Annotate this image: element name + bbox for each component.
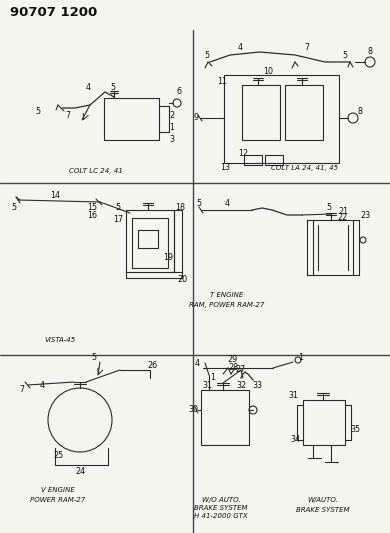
Bar bbox=[132, 218, 168, 268]
Text: 13: 13 bbox=[220, 164, 230, 173]
Text: 16: 16 bbox=[87, 212, 97, 221]
Text: 5: 5 bbox=[11, 203, 16, 212]
Text: 1: 1 bbox=[298, 353, 303, 362]
Bar bbox=[104, 98, 159, 140]
Text: 12: 12 bbox=[238, 149, 248, 157]
Text: 5: 5 bbox=[342, 52, 347, 61]
Text: 5: 5 bbox=[91, 353, 97, 362]
Text: 6: 6 bbox=[177, 87, 181, 96]
Bar bbox=[285, 85, 323, 140]
Text: 31: 31 bbox=[202, 381, 212, 390]
Text: 17: 17 bbox=[113, 215, 123, 224]
Bar bbox=[244, 155, 262, 165]
Text: 19: 19 bbox=[163, 254, 173, 262]
Text: 22: 22 bbox=[338, 214, 348, 222]
Text: 35: 35 bbox=[350, 425, 360, 434]
Text: 4: 4 bbox=[195, 359, 200, 367]
Text: 7: 7 bbox=[66, 110, 71, 119]
Text: 14: 14 bbox=[50, 190, 60, 199]
Text: POWER RAM-27: POWER RAM-27 bbox=[30, 497, 86, 503]
Text: 33: 33 bbox=[252, 381, 262, 390]
Text: 29: 29 bbox=[228, 356, 238, 365]
Text: 3: 3 bbox=[170, 135, 174, 144]
Text: 4: 4 bbox=[238, 44, 243, 52]
Text: 4: 4 bbox=[225, 199, 229, 208]
Text: 9: 9 bbox=[193, 114, 199, 123]
Text: 5: 5 bbox=[204, 52, 209, 61]
Text: 7: 7 bbox=[305, 44, 310, 52]
Text: 34: 34 bbox=[290, 435, 300, 445]
Text: 1: 1 bbox=[211, 374, 216, 383]
Bar bbox=[303, 400, 345, 445]
Text: RAM, POWER RAM-27: RAM, POWER RAM-27 bbox=[189, 302, 265, 308]
Text: 8: 8 bbox=[358, 108, 362, 117]
Text: 11: 11 bbox=[217, 77, 227, 86]
Text: 5: 5 bbox=[110, 84, 115, 93]
Text: 23: 23 bbox=[360, 212, 370, 221]
Text: 15: 15 bbox=[87, 204, 97, 213]
Text: 1: 1 bbox=[170, 124, 174, 133]
Bar bbox=[126, 210, 174, 272]
Text: H 41-2000 GTX: H 41-2000 GTX bbox=[194, 513, 248, 519]
Text: 31: 31 bbox=[288, 391, 298, 400]
Bar bbox=[201, 390, 249, 445]
Text: VISTA-45: VISTA-45 bbox=[44, 337, 76, 343]
Text: 90707 1200: 90707 1200 bbox=[10, 6, 97, 20]
Text: BRAKE SYSTEM: BRAKE SYSTEM bbox=[296, 507, 350, 513]
Text: 20: 20 bbox=[177, 276, 187, 285]
Text: 24: 24 bbox=[75, 467, 85, 477]
Text: 5: 5 bbox=[197, 199, 202, 208]
Text: 4: 4 bbox=[39, 381, 44, 390]
Bar bbox=[242, 85, 280, 140]
Bar bbox=[313, 220, 353, 275]
Text: 5: 5 bbox=[115, 203, 121, 212]
Text: 32: 32 bbox=[236, 381, 246, 390]
Text: 2: 2 bbox=[169, 111, 175, 120]
Text: 28: 28 bbox=[228, 364, 238, 373]
Bar bbox=[265, 155, 283, 165]
Text: 5: 5 bbox=[326, 204, 332, 213]
Bar bbox=[224, 75, 339, 163]
Text: 8: 8 bbox=[367, 47, 372, 56]
Text: W/O AUTO.: W/O AUTO. bbox=[202, 497, 240, 503]
Text: BRAKE SYSTEM: BRAKE SYSTEM bbox=[194, 505, 248, 511]
Text: 7: 7 bbox=[20, 385, 25, 394]
Text: T ENGINE: T ENGINE bbox=[210, 292, 244, 298]
Text: V ENGINE: V ENGINE bbox=[41, 487, 75, 493]
Text: COLT LA 24, 41, 45: COLT LA 24, 41, 45 bbox=[271, 165, 339, 171]
Text: 5: 5 bbox=[35, 108, 41, 117]
Text: 26: 26 bbox=[147, 361, 157, 370]
Text: 18: 18 bbox=[175, 203, 185, 212]
Text: COLT LC 24, 41: COLT LC 24, 41 bbox=[69, 168, 123, 174]
Text: W/AUTO.: W/AUTO. bbox=[308, 497, 339, 503]
Text: 27: 27 bbox=[236, 366, 246, 375]
Text: 4: 4 bbox=[85, 84, 90, 93]
Text: 21: 21 bbox=[338, 207, 348, 216]
Text: 30: 30 bbox=[188, 406, 198, 415]
Text: 10: 10 bbox=[263, 68, 273, 77]
Text: 25: 25 bbox=[53, 450, 63, 459]
Bar bbox=[174, 210, 182, 272]
